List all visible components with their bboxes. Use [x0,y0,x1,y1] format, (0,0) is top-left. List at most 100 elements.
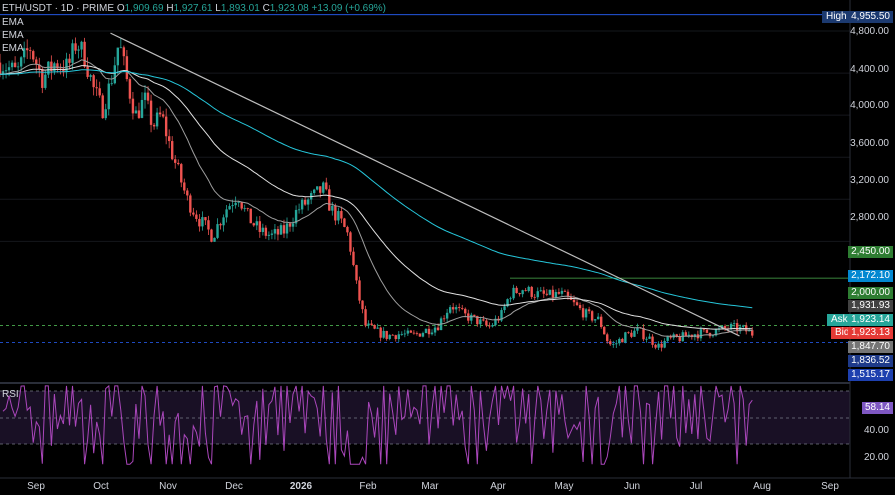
candle-body [158,112,162,115]
candle-body [636,327,639,331]
candle-body [421,333,425,337]
candle-body [645,338,648,340]
candle-body [186,190,189,196]
low-level-tag: 1,847.70 [848,341,893,353]
candle-body [521,290,524,295]
ema-indicator-2[interactable]: EMA [2,30,24,41]
candle-body [279,225,283,235]
candle-body [10,62,14,68]
candle-body [615,343,618,345]
candle-body [243,208,246,210]
candle-body [89,75,92,77]
candle-body [47,61,50,75]
candle-body [530,286,533,297]
candle-body [533,296,536,298]
candle-body [599,316,603,328]
price-tick: 4,800.00 [850,26,889,37]
candle-body [403,333,407,335]
candle-body [699,329,703,339]
candle-body [473,314,476,316]
candle-body [494,318,497,326]
candle-body [566,291,570,297]
candle-body [485,320,488,326]
ema-mid-line [0,65,753,330]
candle-body [572,299,576,303]
candle-body [19,57,23,67]
candle-body [575,302,579,306]
time-tick: Apr [490,481,506,492]
candle-body [104,109,107,119]
candle-body [22,48,26,58]
candle-body [461,307,464,309]
candle-body [255,221,258,226]
ema-indicator-3[interactable]: EMA [2,43,24,54]
candle-body [349,232,352,252]
candle-body [276,229,280,235]
candle-body [343,218,346,227]
candle-body [385,330,388,339]
symbol-label[interactable]: ETH/USDT · 1D · PRIME [2,3,115,14]
candle-body [603,327,606,335]
candle-body [137,110,141,118]
ohlc-header: ETH/USDT · 1D · PRIME O1,909.69 H1,927.6… [2,2,386,15]
ask-label: Ask [827,314,852,326]
candle-body [319,186,322,193]
low-value: 1,893.01 [220,3,260,14]
candle-body [675,334,678,338]
candle-body [80,41,83,50]
candle-body [32,51,35,60]
candle-body [4,70,8,72]
time-tick: Mar [421,481,439,492]
candle-body [539,290,542,292]
rsi-tick: 40.00 [863,425,889,436]
candle-body [406,330,410,334]
candle-body [361,300,364,310]
candle-body [140,99,144,118]
candle-body [204,217,207,221]
candle-body [198,218,201,227]
candle-body [711,335,715,337]
candle-body [412,332,416,334]
candle-body [291,223,295,227]
candle-body [536,291,539,298]
ema-fast-tag: 1,515.17 [848,369,893,381]
candle-body [167,136,171,142]
candle-body [171,141,174,160]
time-tick: Dec [225,481,243,492]
ema-slow-tag: 2,172.10 [848,270,893,282]
bid-value: 1,923.13 [848,327,893,339]
candle-body [155,112,159,127]
price-tick: 4,000.00 [850,100,889,111]
candle-body [748,330,751,332]
horizontal-levels [0,14,850,344]
candle-body [663,340,666,348]
candle-body [261,227,265,232]
candle-body [633,330,636,337]
candle-body [648,336,651,339]
rsi-indicator[interactable]: RSI [2,389,19,400]
ema-mid-tag: 1,931.93 [848,300,893,312]
candle-body [164,116,168,137]
candle-body [355,265,358,281]
time-tick: Nov [159,481,177,492]
candle-body [213,237,216,242]
candle-body [328,189,331,211]
ask-value: 1,923.14 [848,314,893,326]
price-tick: 4,400.00 [850,64,889,75]
candle-body [606,334,609,342]
candle-body [430,332,434,335]
candle-body [249,208,252,224]
candle-body [729,323,733,330]
candle-body [714,329,718,336]
candle-body [609,341,612,345]
candle-body [578,305,582,309]
candle-body [346,226,349,233]
high-tag-label: High [822,11,851,23]
ema-indicator-1[interactable]: EMA [2,17,24,28]
time-tick: Aug [753,481,771,492]
candle-body [735,323,739,332]
candle-body [621,338,624,343]
candle-body [282,225,286,234]
candle-body [294,209,298,224]
